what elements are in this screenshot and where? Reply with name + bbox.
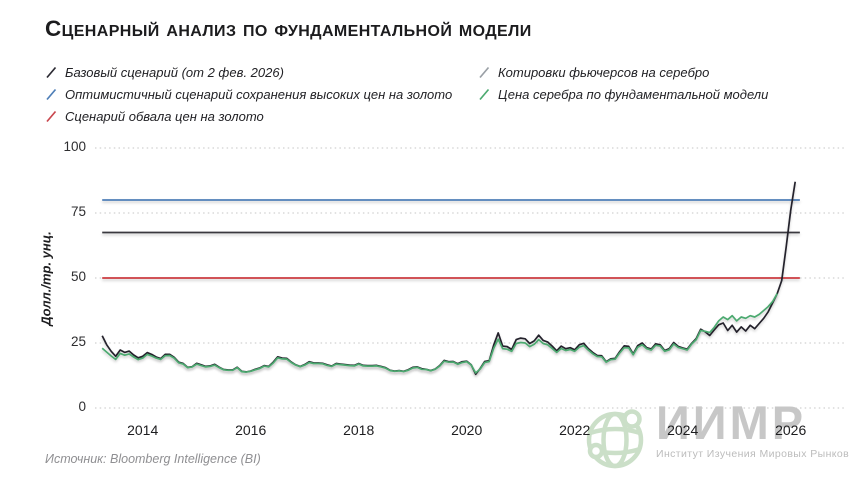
x-tick-label: 2020 [451, 422, 483, 438]
line-swatch-icon [46, 66, 57, 78]
watermark-title: ИИМР [656, 396, 807, 449]
legend-right-column: Котировки фьючерсов на серебро Цена сереб… [478, 61, 858, 105]
x-tick-label: 2016 [235, 422, 267, 438]
x-tick-label: 2014 [127, 422, 159, 438]
line-swatch-icon [46, 88, 57, 100]
source-note: Источник: Bloomberg Intelligence (BI) [45, 452, 261, 466]
legend-item: Сценарий обвала цен на золото [45, 105, 475, 127]
line-chart [95, 147, 845, 409]
line-swatch-icon [479, 66, 490, 78]
watermark-subtitle: Институт Изучения Мировых Рынков [656, 448, 850, 461]
y-tick-label: 50 [70, 269, 86, 284]
legend-label: Сценарий обвала цен на золото [65, 108, 264, 124]
page-title: Сценарный анализ по фундаментальной моде… [45, 16, 532, 41]
legend-label: Базовый сценарий (от 2 фев. 2026) [65, 64, 284, 80]
series-line [101, 293, 778, 374]
x-tick-label: 2022 [559, 422, 591, 438]
y-tick-label: 0 [78, 399, 86, 414]
line-swatch-icon [479, 88, 490, 100]
legend-label: Оптимистичный сценарий сохранения высоки… [65, 86, 453, 102]
y-tick-label: 25 [70, 334, 86, 349]
legend-left-column: Базовый сценарий (от 2 фев. 2026) Оптимис… [45, 61, 475, 127]
y-tick-label: 100 [63, 139, 86, 154]
legend-item: Цена серебра по фундаментальной модели [478, 83, 858, 105]
legend-item: Базовый сценарий (от 2 фев. 2026) [45, 61, 475, 83]
globe-icon [586, 409, 644, 469]
x-tick-label: 2018 [343, 422, 375, 438]
line-swatch-icon [46, 110, 57, 122]
legend-label: Цена серебра по фундаментальной модели [498, 86, 769, 102]
x-tick-label: 2024 [667, 422, 699, 438]
y-tick-label: 75 [70, 204, 86, 219]
iimr-watermark: ИИМР Институт Изучения Мировых Рынков [586, 396, 850, 471]
legend-label: Котировки фьючерсов на серебро [498, 64, 710, 80]
x-tick-label: 2026 [775, 422, 807, 438]
legend-item: Оптимистичный сценарий сохранения высоки… [45, 83, 475, 105]
legend-item: Котировки фьючерсов на серебро [478, 61, 858, 83]
